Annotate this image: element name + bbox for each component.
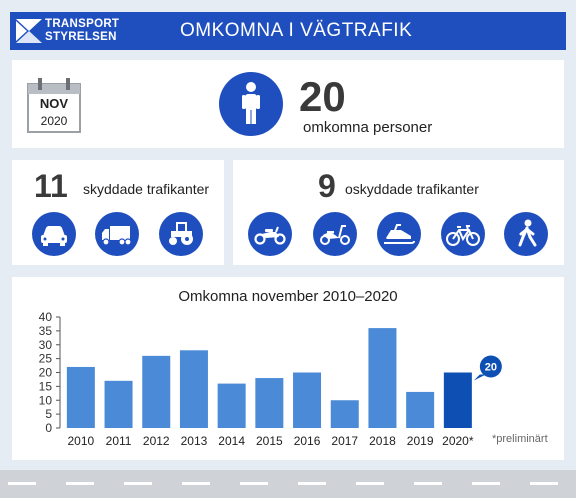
pedestrian-circle	[504, 212, 548, 256]
road-marking	[240, 482, 268, 485]
x-tick-label: 2015	[256, 434, 283, 448]
moped-circle	[313, 212, 357, 256]
road-marking	[66, 482, 94, 485]
pedestrian-icon	[518, 219, 537, 247]
protected-value: 11	[34, 168, 68, 204]
y-tick-label: 25	[39, 352, 53, 366]
y-tick-label: 5	[45, 407, 52, 421]
callout-value: 20	[485, 362, 497, 374]
y-tick-label: 10	[39, 393, 53, 407]
logo-line-1: TRANSPORT	[45, 18, 120, 30]
logo-arrow-icon	[16, 19, 42, 43]
footnote: *preliminärt	[492, 433, 548, 445]
protected-label: skyddade trafikanter	[83, 181, 210, 197]
motorcycle-circle	[248, 212, 292, 256]
motorcycle-icon	[254, 226, 286, 245]
bicycle-icon	[446, 225, 480, 246]
car-circle	[32, 212, 76, 256]
total-label: omkomna personer	[303, 119, 433, 136]
person-icon	[242, 82, 260, 124]
road-marking	[414, 482, 442, 485]
chart-title: Omkomna november 2010–2020	[178, 288, 398, 305]
x-tick-label: 2014	[218, 434, 245, 448]
x-tick-label: 2018	[369, 434, 396, 448]
y-tick-label: 0	[45, 421, 52, 435]
tractor-icon	[169, 222, 193, 245]
tractor-circle	[159, 212, 203, 256]
road-marking	[298, 482, 326, 485]
car-icon	[41, 226, 67, 246]
road-marking	[472, 482, 500, 485]
road-marking	[124, 482, 152, 485]
y-tick-label: 15	[39, 379, 53, 393]
y-tick-label: 40	[39, 310, 53, 324]
road-marking	[530, 482, 558, 485]
bar-2017	[330, 400, 359, 428]
page-title: OMKOMNA I VÄGTRAFIK	[180, 20, 413, 41]
bar-2010	[66, 366, 95, 428]
x-tick-label: 2020*	[442, 434, 474, 448]
calendar-icon	[27, 78, 81, 133]
bar-2012	[142, 355, 171, 428]
header-bar: TRANSPORT STYRELSEN OMKOMNA I VÄGTRAFIK	[10, 12, 566, 50]
truck-circle	[95, 212, 139, 256]
total-panel	[12, 60, 564, 148]
calendar-month: NOV	[39, 96, 69, 111]
x-tick-label: 2013	[181, 434, 208, 448]
bar-2018	[368, 328, 397, 428]
y-tick-label: 20	[39, 366, 53, 380]
bicycle-circle	[441, 212, 485, 256]
bar-2019	[406, 391, 435, 428]
bar-2013	[179, 350, 208, 428]
bar-2011	[104, 380, 133, 428]
x-tick-label: 2010	[67, 434, 94, 448]
calendar-year: 2020	[40, 114, 68, 128]
unprotected-label: oskyddade trafikanter	[345, 181, 479, 197]
unprotected-value: 9	[318, 168, 336, 204]
bar-2015	[255, 378, 284, 428]
snowmobile-circle	[377, 212, 421, 256]
y-tick-label: 35	[39, 324, 53, 338]
moped-icon	[320, 225, 350, 245]
road-marking	[8, 482, 36, 485]
x-tick-label: 2016	[294, 434, 321, 448]
truck-icon	[102, 226, 132, 246]
road-marking	[356, 482, 384, 485]
road-marking	[182, 482, 210, 485]
bar-2014	[217, 383, 246, 428]
x-tick-label: 2017	[331, 434, 358, 448]
x-tick-label: 2011	[106, 434, 132, 448]
x-tick-label: 2012	[143, 434, 170, 448]
person-circle	[219, 72, 283, 136]
transportstyrelsen-logo: TRANSPORT STYRELSEN	[10, 12, 146, 50]
bar-2016	[293, 372, 322, 428]
y-tick-label: 30	[39, 338, 53, 352]
logo-line-2: STYRELSEN	[45, 31, 117, 43]
callout-badge	[479, 355, 502, 378]
x-tick-label: 2019	[407, 434, 434, 448]
callout-pointer	[473, 374, 486, 381]
total-value: 20	[299, 73, 346, 120]
chart-panel	[12, 277, 564, 460]
bar-2020	[443, 372, 472, 428]
snowmobile-icon	[384, 224, 415, 244]
